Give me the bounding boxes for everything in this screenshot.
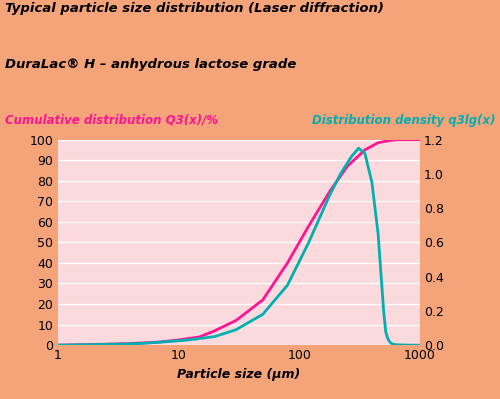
Text: Distribution density q3lg(x): Distribution density q3lg(x) — [312, 114, 495, 127]
Text: Typical particle size distribution (Laser diffraction): Typical particle size distribution (Lase… — [5, 2, 384, 15]
Text: Cumulative distribution Q3(x)/%: Cumulative distribution Q3(x)/% — [5, 114, 218, 127]
Text: DuraLac® H – anhydrous lactose grade: DuraLac® H – anhydrous lactose grade — [5, 58, 296, 71]
X-axis label: Particle size (µm): Particle size (µm) — [177, 368, 300, 381]
